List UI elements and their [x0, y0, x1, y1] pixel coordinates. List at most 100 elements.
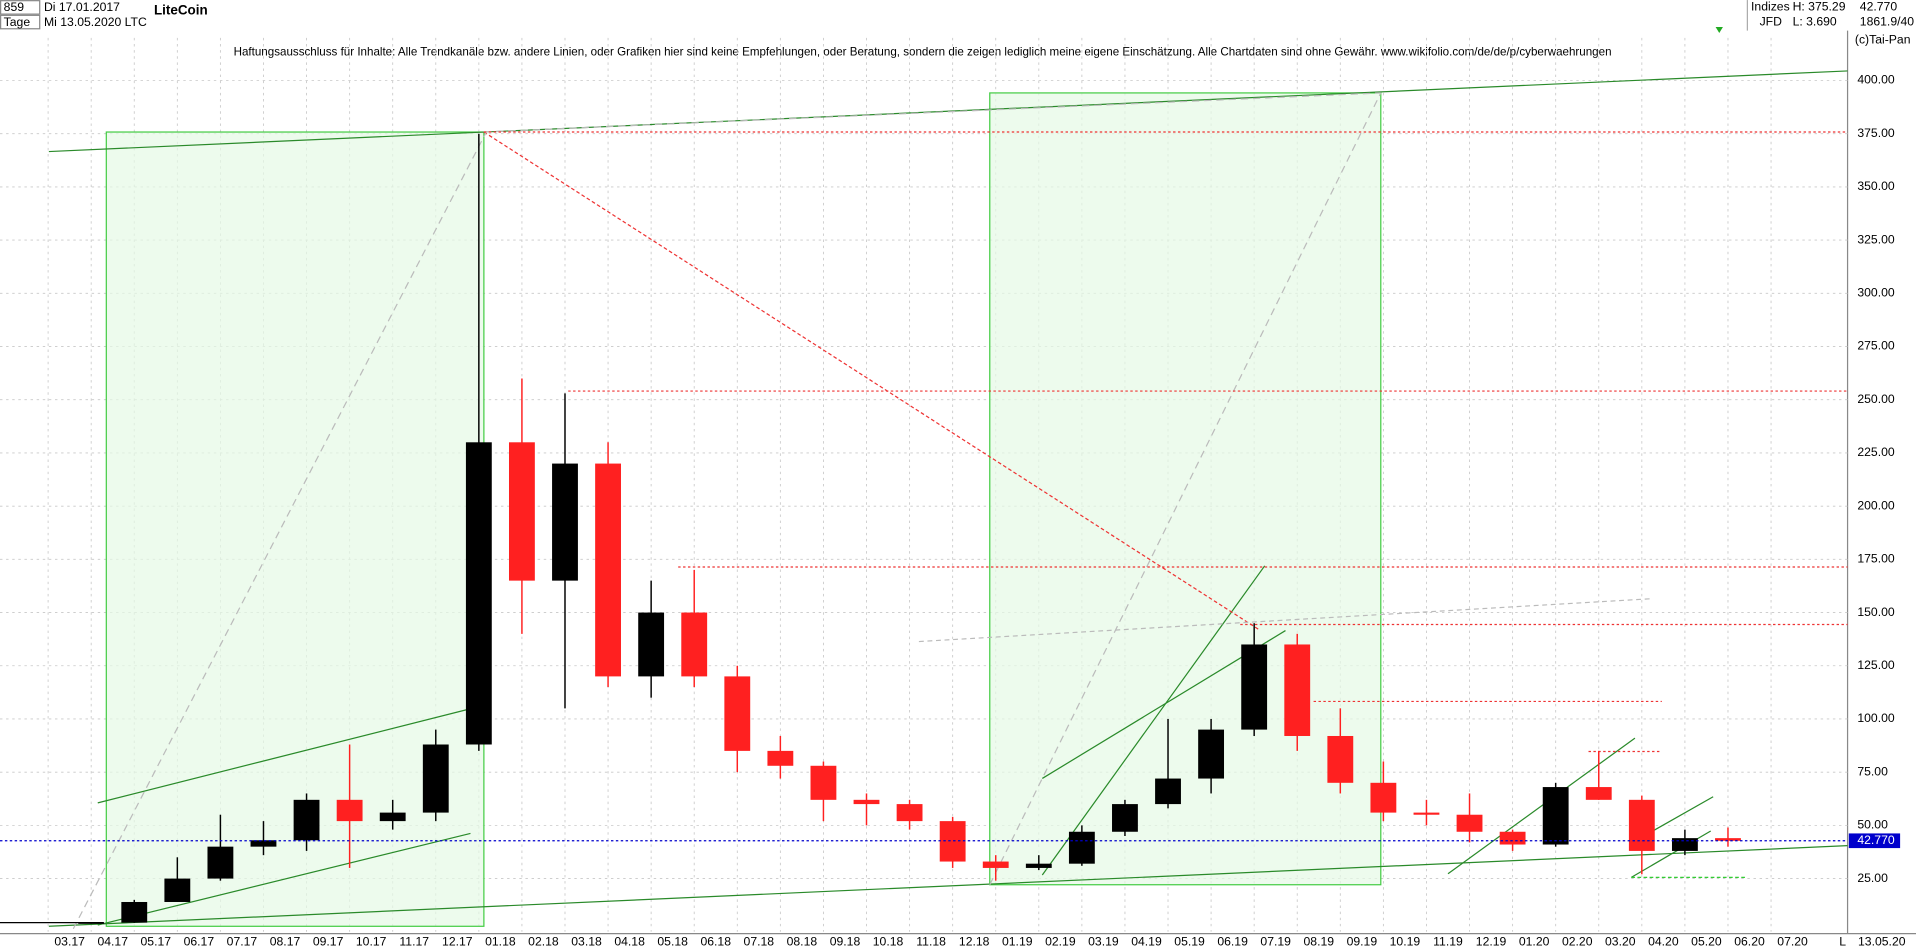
candle-body: [1241, 644, 1268, 730]
y-tick-label: 400.00: [1857, 73, 1895, 87]
x-tick-label: 07.19: [1260, 934, 1291, 948]
candle-body: [207, 846, 234, 879]
candle-body: [293, 799, 320, 841]
y-tick-label: 150.00: [1857, 605, 1895, 619]
candle-body: [78, 922, 105, 924]
period: Tage: [4, 15, 31, 29]
y-tick-label: 300.00: [1857, 286, 1895, 300]
y-tick-label: 325.00: [1857, 232, 1895, 246]
x-tick-label: 11.19: [1433, 934, 1463, 948]
x-tick-label: 08.17: [270, 934, 301, 948]
last-price-box: [1848, 833, 1901, 849]
x-tick-label: 12.18: [959, 934, 990, 948]
candle-body: [508, 442, 535, 581]
period-box[interactable]: [0, 14, 41, 30]
x-tick-label: 07.17: [227, 934, 258, 948]
x-tick-label: 01.20: [1519, 934, 1550, 948]
x-tick-label: 09.17: [313, 934, 344, 948]
candle-body: [1585, 787, 1612, 800]
candle-body: [1715, 838, 1741, 841]
x-tick-label: 11.18: [916, 934, 946, 948]
x-tick-label: 03.18: [571, 934, 602, 948]
y-tick-label: 350.00: [1857, 179, 1895, 193]
candle-body: [1370, 782, 1397, 813]
candle-body: [336, 799, 363, 822]
x-tick-label: 06.19: [1217, 934, 1248, 948]
candle-body: [1628, 799, 1655, 851]
y-tick-label: 375.00: [1857, 126, 1895, 140]
x-tick-label: 05.20: [1691, 934, 1722, 948]
x-tick-label: 08.19: [1304, 934, 1335, 948]
candle-body: [1327, 735, 1354, 783]
trendline: [483, 131, 1259, 630]
y-tick-label: 275.00: [1857, 339, 1895, 353]
candle-body: [422, 744, 449, 813]
candle-body: [465, 442, 492, 745]
x-tick-label: 05.19: [1174, 934, 1205, 948]
candle-body: [164, 878, 191, 902]
x-tick-label: 06.18: [700, 934, 731, 948]
candle-body: [1671, 838, 1698, 851]
candle-body: [681, 612, 708, 677]
x-tick-label: 12.17: [442, 934, 473, 948]
x-tick-label: 10.19: [1390, 934, 1421, 948]
id-box[interactable]: [0, 0, 41, 15]
x-tick-label: 05.17: [141, 934, 172, 948]
candles: [78, 133, 1741, 924]
x-tick-label: 04.17: [97, 934, 128, 948]
trendline: [48, 845, 1848, 927]
trendline: [918, 598, 1650, 643]
x-tick-label: 02.20: [1562, 934, 1593, 948]
candle-body: [638, 612, 665, 677]
candle-body: [1542, 787, 1569, 845]
candle-body: [552, 463, 578, 581]
x-tick-label: 04.18: [614, 934, 645, 948]
disclaimer: Haftungsausschluss für Inhalte: Alle Tre…: [234, 46, 1612, 59]
candle-body: [1112, 804, 1138, 832]
x-tick-label: 01.18: [485, 934, 516, 948]
candle-body: [853, 799, 880, 805]
x-tick-label: 09.18: [830, 934, 861, 948]
low: L: 3.690: [1793, 14, 1837, 28]
candle-body: [595, 463, 621, 677]
y-tick-label: 125.00: [1857, 658, 1895, 672]
x-tick-label: 06.17: [184, 934, 215, 948]
x-tick-label: 08.18: [787, 934, 818, 948]
info: 1861.9/40: [1860, 14, 1915, 28]
x-tick-label: 05.18: [657, 934, 688, 948]
high: H: 375.29: [1793, 0, 1846, 14]
candle-body: [767, 750, 794, 766]
market: Indizes: [1751, 0, 1790, 14]
candle-body: [896, 804, 923, 822]
trendline: [97, 832, 471, 926]
x-tick-label: 07.20: [1777, 934, 1808, 948]
candle-body: [250, 840, 277, 847]
candle-body: [1456, 814, 1483, 832]
chart-title: LiteCoin: [154, 3, 208, 18]
x-tick-label: 09.19: [1347, 934, 1378, 948]
x-tick-label: 10.18: [873, 934, 904, 948]
trendline: [483, 92, 1381, 133]
x-tick-label: 02.18: [528, 934, 559, 948]
candle-body: [1284, 644, 1311, 736]
marker: [1715, 26, 1723, 34]
y-tick-label: 175.00: [1857, 552, 1895, 566]
y-tick-label: 200.00: [1857, 498, 1895, 512]
trendline: [72, 131, 487, 930]
candle-body: [1198, 729, 1225, 779]
candle-body: [1068, 831, 1095, 864]
y-tick-label: 25.00: [1857, 871, 1888, 885]
last-price: 42.770: [1860, 0, 1898, 14]
y-tick-label: 75.00: [1857, 764, 1888, 778]
x-tick-label: 03.19: [1088, 934, 1119, 948]
start-date: Di 17.01.2017: [44, 0, 120, 14]
x-tick-label: 04.19: [1131, 934, 1162, 948]
candle-body: [982, 861, 1009, 868]
copyright: (c)Tai-Pan: [1855, 33, 1911, 47]
y-tick-label: 250.00: [1857, 392, 1895, 406]
x-tick-label: 07.18: [744, 934, 775, 948]
x-tick-label: 02.19: [1045, 934, 1076, 948]
cursor-date: 13.05.20: [1858, 934, 1906, 948]
trendline: [989, 92, 1382, 886]
trendline: [1041, 565, 1266, 876]
